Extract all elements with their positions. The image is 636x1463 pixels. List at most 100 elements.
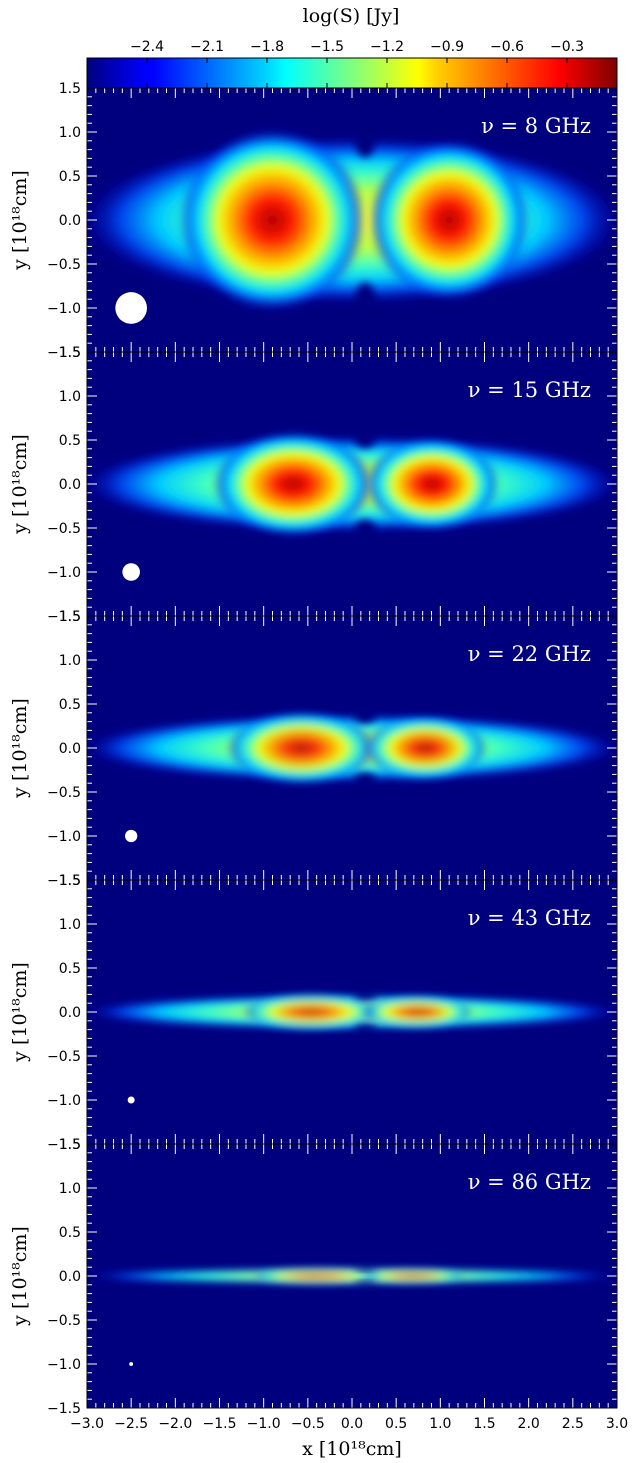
y-tick-label: 0.5 — [59, 169, 81, 185]
pinch-bottom — [354, 1281, 376, 1286]
y-tick-label: −0.5 — [47, 521, 81, 537]
y-tick-label: 0.0 — [59, 741, 81, 757]
y-axis-label: y [10¹⁸cm] — [9, 170, 31, 271]
right-lobe — [369, 140, 529, 300]
pinch-top — [354, 116, 376, 158]
y-tick-label: 1.0 — [59, 389, 81, 405]
emission-map — [87, 116, 617, 324]
right-lobe — [364, 716, 487, 780]
y-tick-label: 1.0 — [59, 125, 81, 141]
emission-map — [87, 990, 617, 1034]
right-lobe — [365, 438, 499, 530]
y-tick-label: −1.5 — [47, 345, 81, 361]
x-tick-label: −0.5 — [291, 1416, 325, 1432]
y-tick-label: 0.0 — [59, 1269, 81, 1285]
y-tick-label: 1.0 — [59, 653, 81, 669]
x-tick-label: 1.5 — [473, 1416, 495, 1432]
y-tick-labels: −1.5 −1.0 −0.5 0.0 0.5 1.0 1.5 — [47, 345, 81, 625]
colorbar-tick-label: −1.5 — [310, 39, 344, 55]
panel-43ghz: ν = 43 GHz −1.5 −1.0 −0.5 0.0 0.5 1.0 1.5 — [47, 873, 618, 1153]
pinch-bottom — [354, 519, 376, 544]
x-tick-label: 0.0 — [341, 1416, 363, 1432]
y-axis-label: y [10¹⁸cm] — [9, 434, 31, 535]
y-tick-label: −1.5 — [47, 1137, 81, 1153]
panel-22ghz: ν = 22 GHz −1.5 −1.0 −0.5 0.0 0.5 1.0 1.5 — [47, 609, 618, 889]
x-tick-label: 0.5 — [385, 1416, 407, 1432]
pinch-top — [354, 706, 376, 723]
panel-86ghz: ν = 86 GHz −1.5 −1.0 −0.5 0.0 0.5 1.0 1.5 — [47, 1137, 618, 1417]
colorbar-label: log(S) [Jy] — [303, 5, 400, 27]
y-tick-label: −0.5 — [47, 1313, 81, 1329]
y-tick-label: 1.5 — [59, 1137, 81, 1153]
y-tick-label: 0.0 — [59, 1005, 81, 1021]
y-tick-label: 1.5 — [59, 345, 81, 361]
y-tick-label: −0.5 — [47, 785, 81, 801]
emission-map — [87, 1266, 617, 1286]
x-tick-labels: −3.0 −2.5 −2.0 −1.5 −1.0 −0.5 0.0 0.5 1.0 1.5 2.0 2… — [70, 1416, 628, 1432]
y-tick-labels: −1.5 −1.0 −0.5 0.0 0.5 1.0 1.5 — [47, 609, 81, 889]
pinch-top — [354, 990, 376, 999]
emission-map — [87, 706, 617, 790]
left-lobe — [179, 129, 366, 311]
left-lobe — [213, 432, 373, 536]
colorbar-tick-label: −0.9 — [430, 39, 464, 55]
y-tick-label: 1.5 — [59, 609, 81, 625]
y-tick-label: −1.0 — [47, 1093, 81, 1109]
y-tick-label: 0.5 — [59, 433, 81, 449]
y-axis-label: y [10¹⁸cm] — [9, 962, 31, 1063]
beam-circle — [125, 829, 138, 843]
colorbar-tick-label: −0.6 — [490, 39, 524, 55]
colorbar-gradient — [86, 57, 618, 89]
beam-circle — [122, 563, 140, 581]
y-tick-label: −1.0 — [47, 301, 81, 317]
x-tick-label: −3.0 — [70, 1416, 104, 1432]
y-tick-label: 1.0 — [59, 1181, 81, 1197]
emission-map — [87, 424, 617, 544]
y-tick-label: 0.0 — [59, 213, 81, 229]
x-tick-label: 3.0 — [606, 1416, 628, 1432]
right-lobe — [362, 995, 473, 1029]
panel-frequency-label: ν = 22 GHz — [468, 642, 591, 666]
y-tick-label: 1.5 — [59, 873, 81, 889]
x-tick-label: −2.5 — [114, 1416, 148, 1432]
panel-border — [86, 1143, 618, 1409]
y-tick-label: 1.0 — [59, 917, 81, 933]
y-tick-label: −0.5 — [47, 257, 81, 273]
y-tick-label: 0.5 — [59, 961, 81, 977]
right-lobe — [361, 1268, 465, 1284]
x-tick-label: 2.5 — [562, 1416, 584, 1432]
x-tick-label: −1.5 — [203, 1416, 237, 1432]
colorbar-tick-label: −1.2 — [370, 39, 404, 55]
panel-frequency-label: ν = 15 GHz — [468, 378, 591, 402]
y-tick-labels: −1.5 −1.0 −0.5 0.0 0.5 1.0 1.5 — [47, 81, 81, 361]
y-axis-label: y [10¹⁸cm] — [9, 1226, 31, 1327]
panel-frequency-label: ν = 8 GHz — [481, 114, 591, 138]
colorbar-ticks — [146, 58, 568, 88]
panel-frequency-label: ν = 86 GHz — [468, 1170, 591, 1194]
x-tick-label: 1.0 — [429, 1416, 451, 1432]
x-tick-label: 2.0 — [518, 1416, 540, 1432]
colorbar: log(S) [Jy] −2.4 −2.1 −1.8 −1.5 −1.2 −0.9 −0.6… — [86, 5, 618, 89]
colorbar-tick-label: −2.4 — [130, 39, 164, 55]
pinch-top — [354, 424, 376, 449]
y-tick-label: 0.5 — [59, 697, 81, 713]
colorbar-tick-label: −1.8 — [250, 39, 284, 55]
y-tick-label: −1.5 — [47, 609, 81, 625]
beam-circle — [127, 1096, 135, 1104]
colorbar-tick-label: −0.3 — [550, 39, 584, 55]
y-tick-label: −1.5 — [47, 873, 81, 889]
y-tick-label: 0.0 — [59, 477, 81, 493]
y-tick-label: −1.0 — [47, 1357, 81, 1373]
panel-frequency-label: ν = 43 GHz — [468, 906, 591, 930]
panel-8ghz: ν = 8 GHz −1.5 −1.0 −0.5 0.0 0.5 1.0 1.5 — [47, 81, 618, 361]
pinch-bottom — [354, 282, 376, 324]
y-axis-label: y [10¹⁸cm] — [9, 698, 31, 799]
left-lobe — [242, 993, 380, 1031]
pinch-top — [354, 1266, 376, 1271]
left-lobe — [251, 1267, 382, 1285]
x-tick-label: −2.0 — [158, 1416, 192, 1432]
colorbar-tick-label: −2.1 — [190, 39, 224, 55]
y-tick-label: −1.0 — [47, 829, 81, 845]
y-tick-label: −1.5 — [47, 1401, 81, 1417]
